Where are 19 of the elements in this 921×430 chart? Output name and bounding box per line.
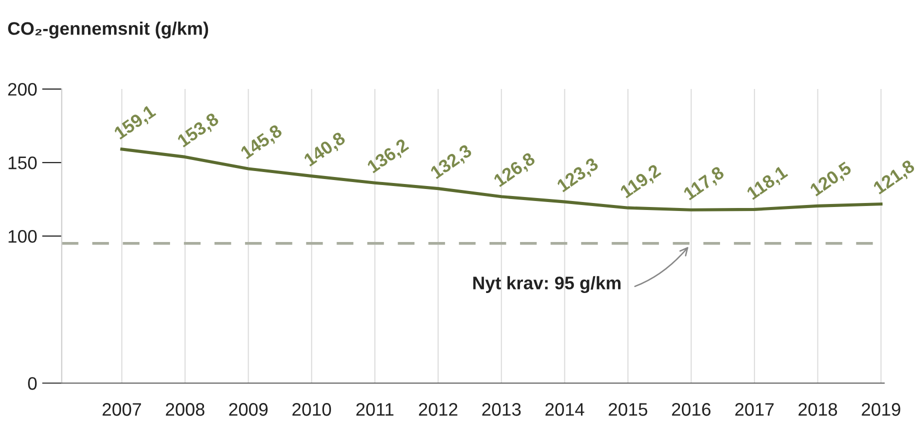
x-tick-label: 2010 [292,403,331,416]
x-tick-label: 2019 [862,403,900,416]
x-tick-label: 2009 [229,403,268,416]
y-tick-label: 0 [28,377,37,390]
y-tick-label: 100 [8,230,37,243]
x-tick-label: 2017 [735,403,774,416]
x-tick-label: 2012 [418,403,458,416]
x-tick-label: 2013 [482,403,521,416]
x-tick-label: 2015 [608,403,648,416]
x-tick-label: 2018 [798,403,838,416]
x-tick-label: 2008 [166,403,204,416]
chart-title: CO₂-gennemsnit (g/km) [8,22,208,39]
ref-line-label: Nyt krav: 95 g/km [473,276,620,294]
x-tick-label: 2007 [102,403,141,416]
x-tick-label: 2016 [672,403,710,416]
y-tick-label: 200 [8,82,37,96]
x-tick-label: 2011 [356,403,394,416]
x-tick-label: 2014 [545,403,584,416]
y-tick-label: 150 [8,156,37,170]
